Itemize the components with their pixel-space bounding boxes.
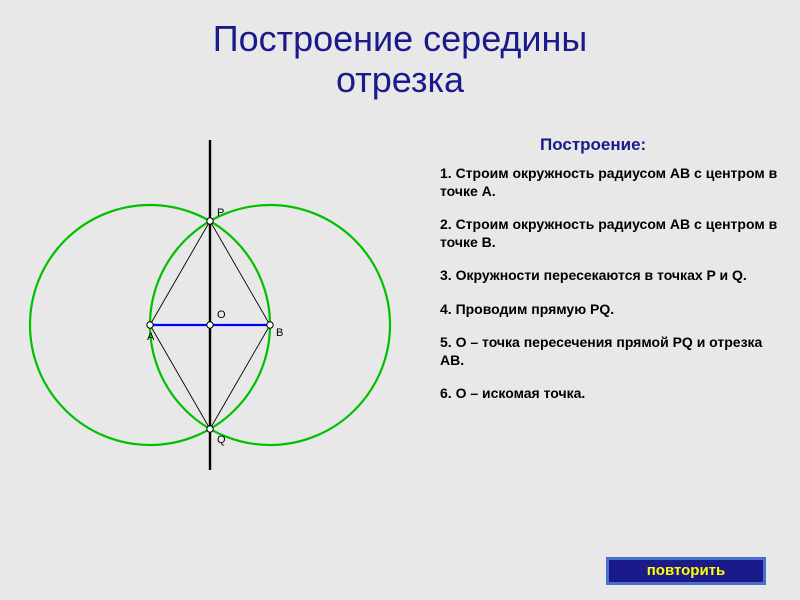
step-2: 2. Строим окружность радиусом АВ с центр…: [440, 216, 780, 251]
step-4: 4. Проводим прямую PQ.: [440, 301, 780, 319]
step-6: 6. O – искомая точка.: [440, 385, 780, 403]
page-title: Построение середины отрезка: [0, 0, 800, 101]
svg-text:Q: Q: [217, 434, 226, 446]
construction-diagram: A B O P Q: [0, 120, 440, 520]
title-line2: отрезка: [336, 59, 464, 100]
step-3: 3. Окружности пересекаются в точках P и …: [440, 267, 780, 285]
repeat-button[interactable]: повторить: [606, 557, 766, 585]
svg-text:B: B: [276, 327, 283, 339]
step-5: 5. O – точка пересечения прямой PQ и отр…: [440, 334, 780, 369]
svg-text:A: A: [147, 331, 155, 343]
step-1: 1. Строим окружность радиусом АВ с центр…: [440, 165, 780, 200]
svg-text:O: O: [217, 309, 226, 321]
construction-subtitle: Построение:: [540, 135, 646, 155]
title-line1: Построение середины: [213, 18, 588, 59]
svg-text:P: P: [217, 207, 224, 219]
construction-steps: 1. Строим окружность радиусом АВ с центр…: [440, 165, 780, 419]
